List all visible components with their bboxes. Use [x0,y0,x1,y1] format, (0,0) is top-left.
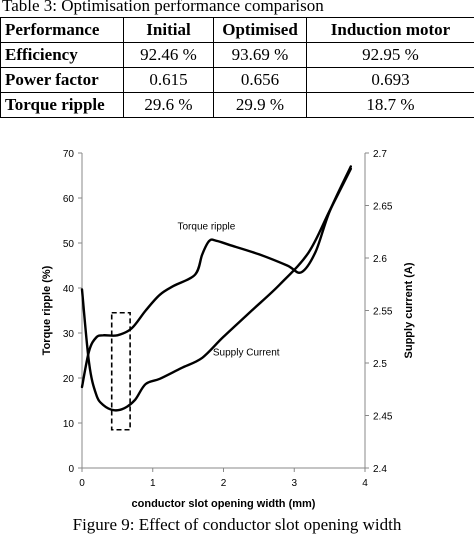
table-cell: 0.693 [307,68,474,93]
series-annotation-label: Torque ripple [178,222,236,233]
table-cell: 29.6 % [124,93,214,118]
x-tick-label: 4 [362,478,368,489]
y-axis-label: Torque ripple (%) [41,265,53,355]
x-tick-label: 0 [79,478,85,489]
row-label: Torque ripple [1,93,124,118]
line-chart: 0 10 20 30 40 50 60 70 2.4 2.45 2.5 2.55 2.6 2.65 2.7 0… [0,135,474,513]
y-tick-label: 20 [63,374,75,385]
table-caption: Table 3: Optimisation performance compar… [2,0,324,16]
x-tick-label: 2 [221,478,227,489]
y-tick-label: 70 [63,149,75,160]
y2-tick-label: 2.65 [373,202,393,213]
table-cell: 93.69 % [214,43,307,68]
x-tick-label: 1 [150,478,156,489]
table-row: Efficiency 92.46 % 93.69 % 92.95 % [1,43,474,68]
table-row: Torque ripple 29.6 % 29.9 % 18.7 % [1,93,474,118]
y-tick-label: 40 [63,284,75,295]
y2-tick-label: 2.45 [373,412,393,423]
series-annotation-label: Supply Current [213,348,280,359]
table-cell: 0.656 [214,68,307,93]
y-tick-label: 50 [63,239,75,250]
header-cell-optimised: Optimised [214,18,307,43]
y-tick-label: 10 [63,419,75,430]
row-label: Power factor [1,68,124,93]
y2-tick-label: 2.5 [373,359,387,370]
table-cell: 18.7 % [307,93,474,118]
figure-caption: Figure 9: Effect of conductor slot openi… [0,515,474,535]
y-tick-label: 0 [68,464,74,475]
table-cell: 0.615 [124,68,214,93]
y2-tick-label: 2.55 [373,307,393,318]
header-cell-initial: Initial [124,18,214,43]
table-cell: 29.9 % [214,93,307,118]
x-tick-label: 3 [291,478,297,489]
y2-tick-label: 2.4 [373,464,387,475]
y2-tick-label: 2.7 [373,149,387,160]
y-tick-label: 30 [63,329,75,340]
y-tick-label: 60 [63,194,75,205]
y2-axis-label: Supply current (A) [403,262,415,358]
table-cell: 92.95 % [307,43,474,68]
row-label: Efficiency [1,43,124,68]
header-cell-performance: Performance [1,18,124,43]
table-cell: 92.46 % [124,43,214,68]
x-axis-label: conductor slot opening width (mm) [132,498,316,510]
supply-current-series-line [82,169,351,411]
performance-table: Performance Initial Optimised Induction … [0,17,474,118]
table-row: Power factor 0.615 0.656 0.693 [1,68,474,93]
header-cell-induction-motor: Induction motor [307,18,474,43]
y2-tick-label: 2.6 [373,254,387,265]
table-header-row: Performance Initial Optimised Induction … [1,18,474,43]
